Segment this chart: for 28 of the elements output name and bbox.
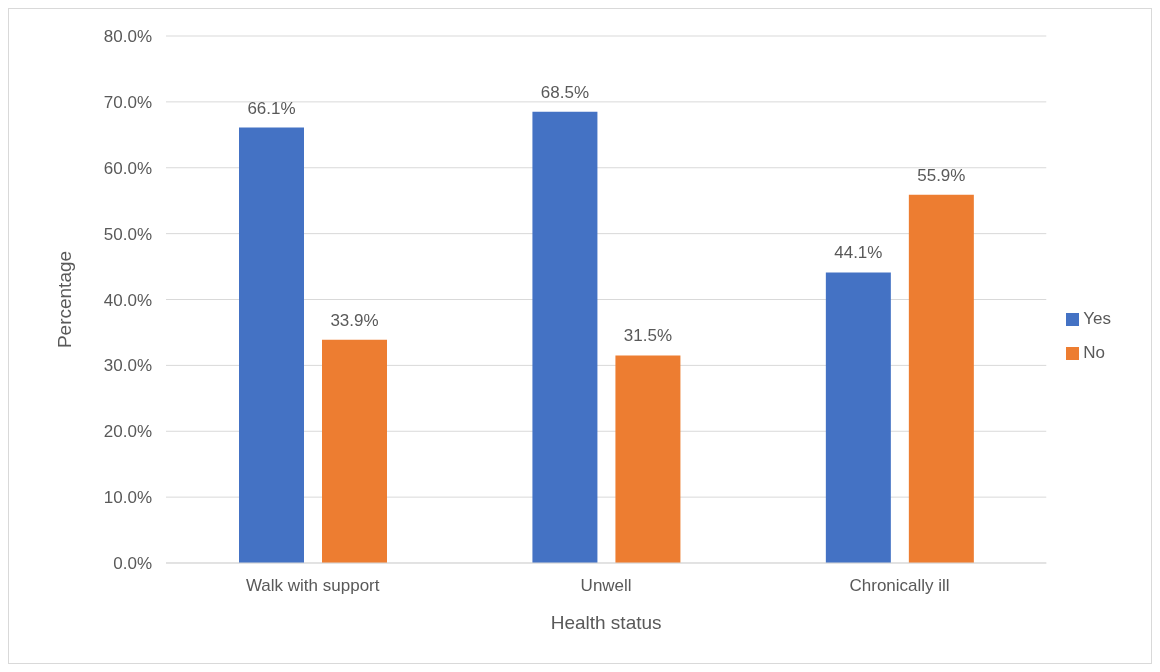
data-label: 31.5% xyxy=(623,326,673,346)
data-label: 44.1% xyxy=(834,243,883,263)
legend-label: No xyxy=(1083,343,1105,362)
legend-label: Yes xyxy=(1083,309,1111,328)
y-tick-label: 30.0% xyxy=(103,356,152,376)
y-axis-title: Percentage xyxy=(53,250,75,349)
y-tick-label: 40.0% xyxy=(103,290,152,310)
x-tick-label: Chronically ill xyxy=(849,576,950,596)
bar xyxy=(825,272,891,563)
bar xyxy=(322,339,387,563)
y-tick-label: 10.0% xyxy=(103,488,152,508)
bar xyxy=(532,111,598,563)
data-label: 68.5% xyxy=(540,82,590,102)
y-tick-label: 50.0% xyxy=(103,224,152,244)
y-tick-label: 60.0% xyxy=(103,158,152,178)
x-axis-title: Health status xyxy=(550,612,662,633)
bar xyxy=(615,355,681,563)
y-tick-label: 80.0% xyxy=(103,27,152,47)
y-tick-label: 70.0% xyxy=(103,92,152,112)
bar xyxy=(908,194,974,563)
y-tick-label: 0.0% xyxy=(113,554,152,574)
x-tick-label: Walk with support xyxy=(245,576,380,596)
y-tick-label: 20.0% xyxy=(103,422,152,442)
x-tick-label: Unwell xyxy=(580,576,632,596)
data-label: 33.9% xyxy=(330,310,379,330)
bar xyxy=(239,127,304,563)
data-label: 55.9% xyxy=(917,165,966,185)
data-label: 66.1% xyxy=(247,98,296,118)
